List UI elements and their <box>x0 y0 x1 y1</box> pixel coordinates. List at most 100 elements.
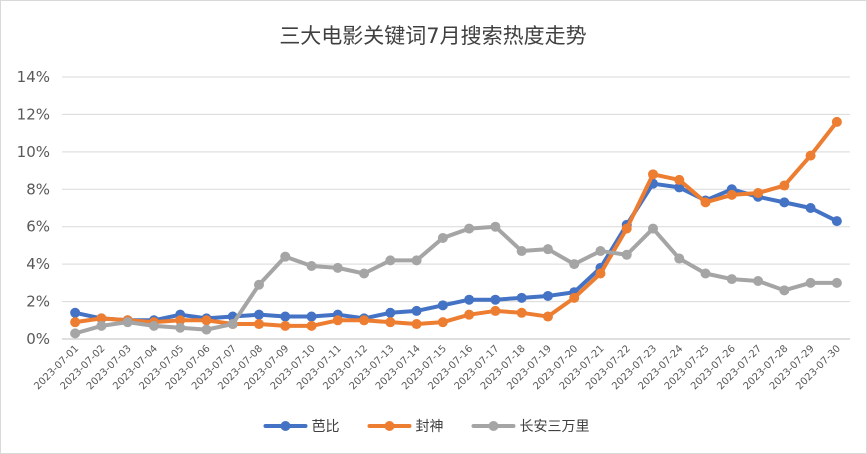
data-point <box>595 246 606 257</box>
data-point <box>359 268 370 279</box>
data-point <box>516 307 527 318</box>
legend-item: 芭比 <box>263 418 340 435</box>
y-tick-label: 14% <box>17 68 50 86</box>
legend-swatch-marker <box>488 421 499 431</box>
data-point <box>490 294 501 305</box>
legend-label: 芭比 <box>312 418 340 435</box>
data-point <box>122 317 133 328</box>
data-point <box>569 292 580 303</box>
data-point <box>648 169 658 180</box>
series-line <box>73 119 839 328</box>
data-point <box>70 328 81 339</box>
legend-label: 长安三万里 <box>520 419 590 435</box>
data-point <box>490 221 501 232</box>
data-point <box>621 223 632 234</box>
legend: 芭比 封神 长安三万里 <box>263 418 590 435</box>
data-point <box>621 249 632 260</box>
data-point <box>359 315 370 326</box>
data-point <box>805 150 816 161</box>
y-tick-label: 4% <box>26 255 50 273</box>
data-point <box>595 268 606 279</box>
series-2 <box>70 116 842 331</box>
data-point <box>674 174 685 185</box>
data-point <box>332 315 343 326</box>
chart-title: 三大电影关键词7月搜索热度走势 <box>279 24 586 48</box>
data-point <box>280 311 291 322</box>
data-point <box>280 320 291 331</box>
data-point <box>227 319 238 330</box>
y-tick-label: 8% <box>26 180 50 198</box>
data-point <box>674 253 685 264</box>
data-point <box>831 277 842 288</box>
data-point <box>753 188 764 199</box>
data-point <box>385 317 396 328</box>
data-point <box>437 317 448 328</box>
y-tick-label: 10% <box>17 143 50 161</box>
legend-swatch-marker <box>280 421 291 431</box>
data-point <box>96 320 107 331</box>
data-point <box>306 320 317 331</box>
data-point <box>700 268 711 279</box>
data-point <box>411 319 422 330</box>
data-point <box>726 274 737 285</box>
data-point <box>254 309 264 320</box>
data-point <box>542 244 553 255</box>
data-point <box>726 189 737 200</box>
data-point <box>411 305 422 316</box>
data-point <box>805 277 816 288</box>
series-3 <box>70 221 842 339</box>
data-point <box>254 319 264 330</box>
data-point <box>700 197 711 208</box>
data-point <box>831 116 842 127</box>
data-point <box>175 322 186 333</box>
data-point <box>648 223 658 234</box>
data-point <box>96 313 107 324</box>
data-point <box>490 305 501 316</box>
data-point <box>332 262 343 273</box>
legend-item: 长安三万里 <box>471 419 590 435</box>
data-point <box>464 294 475 305</box>
data-point <box>516 292 527 303</box>
gridlines <box>62 76 850 340</box>
legend-item: 封神 <box>367 419 444 435</box>
series-1 <box>70 178 842 326</box>
data-point <box>464 223 475 234</box>
legend-swatch-marker <box>384 421 395 431</box>
y-tick-label: 0% <box>26 330 50 348</box>
data-point <box>779 197 790 208</box>
data-point <box>805 203 816 213</box>
series-lines <box>70 116 842 339</box>
data-point <box>542 290 553 301</box>
y-tick-label: 2% <box>26 293 50 311</box>
data-point <box>831 216 842 227</box>
data-point <box>175 315 186 326</box>
data-point <box>437 300 448 311</box>
data-point <box>437 232 448 243</box>
data-point <box>306 311 317 322</box>
data-point <box>753 275 764 286</box>
data-point <box>385 307 396 318</box>
data-point <box>516 246 527 257</box>
data-point <box>385 255 396 266</box>
data-point <box>779 285 790 296</box>
data-point <box>674 182 685 193</box>
legend-label: 封神 <box>416 419 444 435</box>
data-point <box>70 317 81 328</box>
data-point <box>411 255 422 266</box>
data-point <box>542 311 553 322</box>
series-line <box>73 181 839 323</box>
data-point <box>148 320 159 331</box>
data-point <box>779 180 790 191</box>
axes: 0%2%4%6%8%10%12%14%2023-07-012023-07-022… <box>17 68 843 392</box>
data-point <box>569 259 580 270</box>
data-point <box>280 251 291 262</box>
data-point <box>201 315 212 326</box>
data-point <box>254 279 264 290</box>
data-point <box>201 324 212 335</box>
data-point <box>70 307 81 318</box>
y-tick-label: 6% <box>26 218 50 236</box>
y-tick-label: 12% <box>17 105 50 123</box>
data-point <box>306 261 317 272</box>
data-point <box>464 309 475 320</box>
